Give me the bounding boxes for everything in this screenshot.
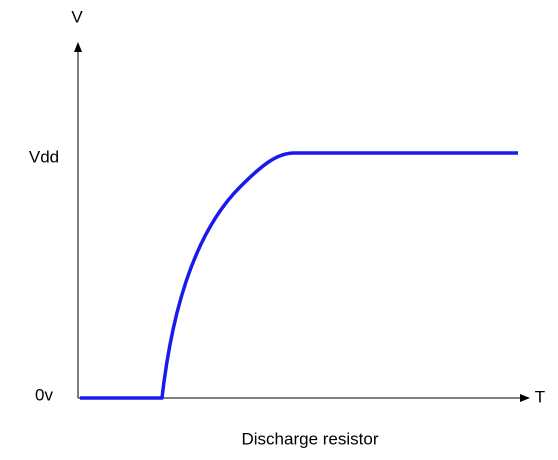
- y-axis-label: V: [71, 7, 83, 26]
- x-axis-label: T: [535, 387, 545, 406]
- low-level-label: 0v: [35, 385, 53, 404]
- y-axis-arrow: [74, 42, 82, 52]
- caption: Discharge resistor: [242, 429, 379, 448]
- voltage-curve: [80, 151, 518, 400]
- high-level-label: Vdd: [29, 147, 59, 166]
- x-axis-arrow: [520, 394, 530, 402]
